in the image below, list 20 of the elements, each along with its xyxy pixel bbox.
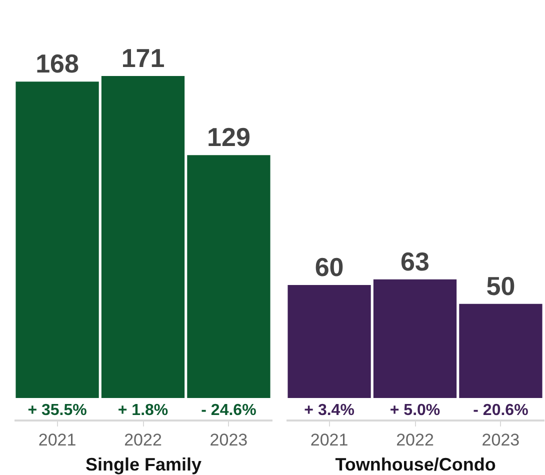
data-label: 50 (486, 270, 516, 301)
x-tick-label: 2022 (396, 430, 434, 450)
x-tick-label: 2023 (482, 430, 520, 450)
text: + 1.8% (118, 402, 168, 419)
data-label: 63 (400, 246, 430, 276)
text: + 5.0% (390, 402, 440, 419)
x-tick-label: 2021 (38, 430, 76, 450)
x-tick-label: 2021 (310, 430, 348, 450)
data-label: 129 (207, 122, 250, 152)
data-label: 60 (314, 252, 344, 282)
data-label: 168 (36, 48, 79, 79)
text: - 24.6% (201, 402, 256, 419)
text: - 20.6% (473, 402, 528, 419)
data-label: 171 (121, 43, 165, 73)
x-axis-title: Townhouse/Condo (335, 454, 496, 474)
text: + 3.4% (304, 402, 354, 419)
x-axis-title: Single Family (85, 454, 202, 474)
x-tick-label: 2023 (210, 430, 248, 450)
x-tick-label: 2022 (124, 430, 162, 450)
text: + 35.5% (28, 402, 87, 419)
